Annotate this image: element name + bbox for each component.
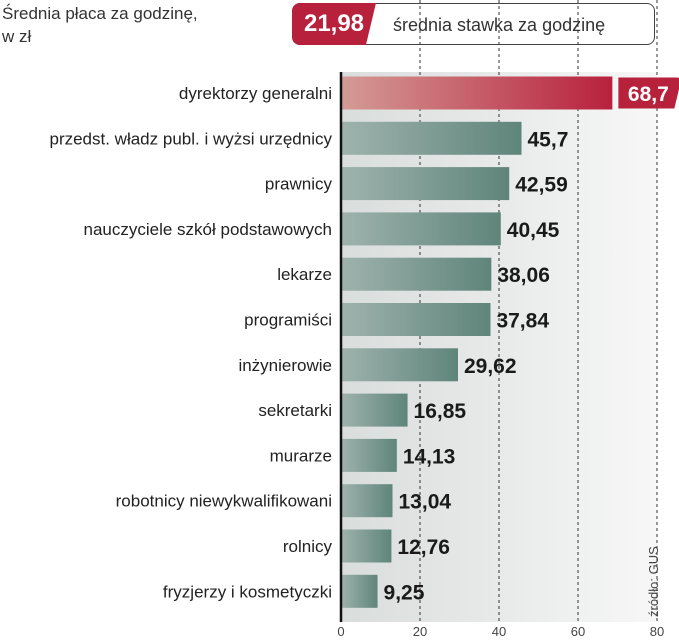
value-label: 37,84	[496, 310, 549, 333]
value-label: 12,76	[397, 536, 450, 559]
category-label: nauczyciele szkół podstawowych	[83, 220, 332, 239]
chart-title-line1: Średnia płaca za godzinę,	[2, 4, 198, 23]
x-tick-label: 20	[413, 624, 427, 639]
bar	[341, 121, 522, 155]
value-label: 45,7	[528, 128, 569, 151]
category-label: robotnicy niewykwalifikowani	[116, 492, 332, 511]
bar	[341, 212, 501, 246]
category-label: sekretarki	[258, 401, 332, 420]
bar	[341, 167, 510, 201]
average-rate-value: 21,98	[292, 3, 376, 45]
category-label: murarze	[270, 446, 332, 465]
chart-title: Średnia płaca za godzinę, w zł	[2, 2, 262, 48]
value-label: 14,13	[403, 445, 456, 468]
bar	[341, 574, 378, 608]
bar	[341, 484, 393, 518]
value-label: 13,04	[399, 491, 452, 514]
value-label: 38,06	[497, 264, 550, 287]
x-tick-label: 60	[571, 624, 585, 639]
category-label: prawnicy	[265, 175, 333, 194]
category-label: inżynierowie	[238, 356, 332, 375]
bar	[341, 257, 492, 291]
category-label: fryzjerzy i kosmetyczki	[163, 582, 332, 601]
category-label: programiści	[244, 311, 332, 330]
category-label: rolnicy	[283, 537, 333, 556]
source-note: źródło: GUS	[646, 546, 661, 617]
x-tick-label: 80	[650, 624, 664, 639]
highlight-value-badge	[618, 77, 679, 109]
value-label: 40,45	[507, 219, 560, 242]
value-label: 29,62	[464, 355, 517, 378]
value-label: 42,59	[515, 174, 568, 197]
bar	[341, 393, 408, 427]
category-label: dyrektorzy generalni	[179, 84, 332, 103]
bar	[341, 438, 397, 472]
bar	[341, 76, 613, 110]
value-label: 9,25	[384, 581, 425, 604]
category-label: lekarze	[277, 265, 332, 284]
x-tick-label: 40	[492, 624, 506, 639]
value-label: 68,7	[628, 83, 669, 106]
bar	[341, 303, 491, 336]
bar	[341, 348, 458, 382]
category-label: przedst. władz publ. i wyżsi urzędnicy	[49, 129, 332, 148]
value-label: 16,85	[414, 400, 467, 423]
chart-title-line2: w zł	[2, 27, 32, 46]
x-tick-label: 0	[337, 624, 344, 639]
bar	[341, 529, 392, 563]
